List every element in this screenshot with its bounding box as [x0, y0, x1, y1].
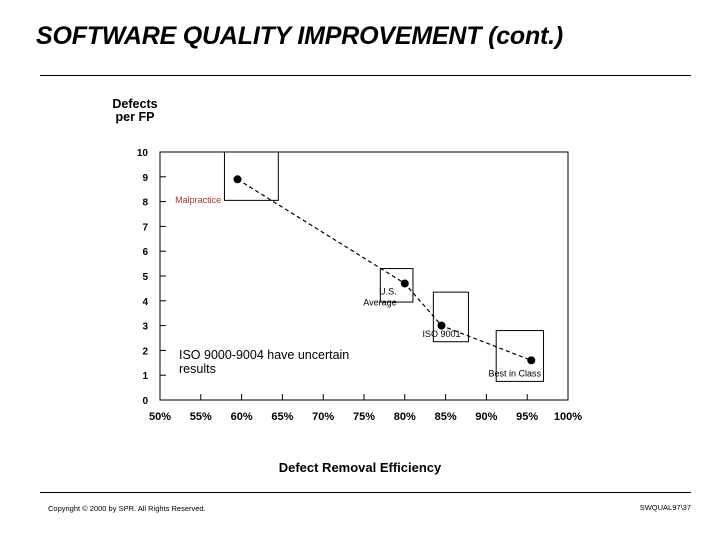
x-tick-label: 90% — [475, 411, 497, 423]
point-label: Malpractice — [175, 195, 221, 205]
footer-rule — [40, 492, 691, 493]
y-axis-label-line-2: per FP — [115, 110, 155, 124]
annotation-text: ISO 9000-9004 have uncertain — [179, 348, 349, 362]
x-tick-label: 95% — [516, 411, 538, 423]
x-tick-label: 75% — [353, 411, 375, 423]
x-tick-label: 65% — [271, 411, 293, 423]
point-label: ISO 9001 — [423, 329, 461, 339]
slide-code: SWQUAL97\37 — [639, 503, 691, 512]
x-tick-label: 80% — [394, 411, 416, 423]
x-tick-label: 55% — [190, 411, 212, 423]
data-point — [400, 279, 409, 288]
y-tick-label: 5 — [142, 272, 148, 283]
annotation-text: results — [179, 362, 216, 376]
copyright-text: Copyright © 2000 by SPR. All Rights Rese… — [48, 504, 206, 513]
y-tick-label: 4 — [142, 297, 148, 308]
x-tick-label: 50% — [149, 411, 171, 423]
point-label: Best in Class — [489, 368, 542, 378]
x-tick-label: 60% — [231, 411, 253, 423]
x-tick-label: 70% — [312, 411, 334, 423]
x-axis-label: Defect Removal Efficiency — [278, 460, 442, 475]
y-tick-label: 8 — [142, 198, 148, 209]
point-label: U.S. — [379, 287, 397, 297]
title-rule — [40, 75, 691, 76]
x-tick-label: 85% — [435, 411, 457, 423]
label-box — [223, 151, 279, 201]
y-tick-label: 10 — [137, 148, 149, 159]
x-tick-label: 100% — [554, 411, 582, 423]
data-point — [437, 321, 446, 330]
y-tick-label: 2 — [142, 346, 148, 357]
y-tick-label: 0 — [142, 396, 148, 407]
y-tick-label: 6 — [142, 247, 148, 258]
y-tick-label: 1 — [142, 371, 148, 382]
y-tick-label: 3 — [142, 322, 148, 333]
y-axis-label-line-1: Defects — [112, 97, 158, 111]
y-tick-label: 9 — [142, 173, 148, 184]
slide-title: SOFTWARE QUALITY IMPROVEMENT (cont.) — [36, 22, 564, 50]
data-point — [527, 356, 536, 365]
point-label: Average — [363, 298, 396, 308]
y-tick-label: 7 — [142, 222, 148, 233]
data-point — [233, 175, 242, 184]
trend-line — [237, 178, 532, 361]
y-axis-label: Defects per FP — [100, 98, 170, 124]
